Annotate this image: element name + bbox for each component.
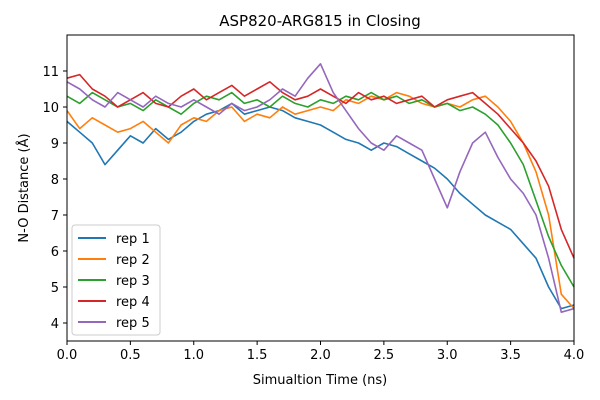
y-tick-label: 7 <box>51 209 59 224</box>
x-axis: 0.0 0.5 1.0 1.5 2.0 2.5 3.0 3.5 4.0 <box>57 341 585 363</box>
x-tick-label: 1.0 <box>183 348 204 363</box>
x-tick-label: 2.0 <box>310 348 331 363</box>
series-line-rep-3 <box>66 91 575 288</box>
y-tick-label: 10 <box>42 101 59 116</box>
legend-label: rep 4 <box>116 295 150 310</box>
x-tick-label: 4.0 <box>564 348 585 363</box>
y-axis-title: N-O Distance (Å) <box>16 133 32 242</box>
legend-label: rep 1 <box>116 232 150 247</box>
legend: rep 1 rep 2 rep 3 rep 4 rep 5 <box>71 224 161 336</box>
series-line-rep-1 <box>66 102 575 310</box>
x-tick-label: 2.5 <box>374 348 395 363</box>
x-tick-label: 3.0 <box>437 348 458 363</box>
plot-lines <box>66 62 575 314</box>
x-tick-label: 1.5 <box>247 348 268 363</box>
legend-label: rep 2 <box>116 253 150 268</box>
x-axis-title: Simualtion Time (ns) <box>253 373 387 388</box>
legend-label: rep 5 <box>116 316 150 331</box>
y-axis: 4 5 6 7 8 9 10 11 <box>42 65 67 332</box>
series-line-rep-5 <box>66 62 575 314</box>
x-tick-label: 0.5 <box>120 348 141 363</box>
y-tick-label: 9 <box>51 137 59 152</box>
legend-label: rep 3 <box>116 274 150 289</box>
y-tick-label: 11 <box>42 65 59 80</box>
chart-title: ASP820-ARG815 in Closing <box>219 12 421 30</box>
x-tick-label: 3.5 <box>500 348 521 363</box>
x-tick-label: 0.0 <box>57 348 78 363</box>
y-tick-label: 6 <box>51 245 59 260</box>
series-line-rep-2 <box>66 91 575 310</box>
y-tick-label: 8 <box>51 173 59 188</box>
y-tick-label: 5 <box>51 281 59 296</box>
legend-frame <box>71 224 161 336</box>
y-tick-label: 4 <box>51 317 59 332</box>
